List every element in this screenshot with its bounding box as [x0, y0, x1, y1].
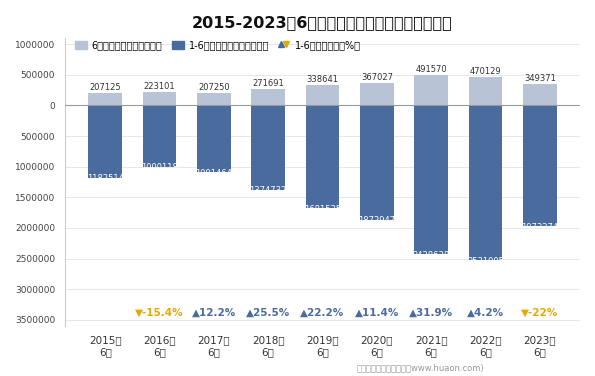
Bar [414, 106, 448, 254]
Bar [251, 106, 285, 190]
Bar [251, 89, 285, 106]
Text: ▲31.9%: ▲31.9% [409, 308, 453, 317]
Text: ▲12.2%: ▲12.2% [192, 308, 236, 317]
Bar [197, 106, 231, 172]
Text: 223101: 223101 [144, 82, 176, 91]
Bar [197, 93, 231, 106]
Text: 1182514: 1182514 [87, 174, 124, 183]
Text: 349371: 349371 [524, 74, 556, 83]
Text: ▲25.5%: ▲25.5% [246, 308, 290, 317]
Text: ▲4.2%: ▲4.2% [467, 308, 504, 317]
Text: 470129: 470129 [469, 67, 501, 76]
Bar [414, 75, 448, 106]
Text: 制图：华经产业研究院（www.huaon.com): 制图：华经产业研究院（www.huaon.com) [357, 363, 484, 372]
Bar [469, 106, 502, 261]
Bar [306, 106, 339, 208]
Bar [89, 106, 122, 178]
Bar [523, 84, 556, 106]
Text: 1000118: 1000118 [141, 163, 178, 172]
Bar [143, 106, 176, 167]
Text: 2531005: 2531005 [467, 257, 504, 266]
Bar [469, 77, 502, 106]
Text: 207125: 207125 [89, 83, 121, 92]
Text: ▼-15.4%: ▼-15.4% [135, 308, 184, 317]
Text: 2428638: 2428638 [412, 250, 450, 259]
Text: 1374732: 1374732 [249, 186, 287, 195]
Text: 338641: 338641 [306, 74, 339, 83]
Text: ▼-22%: ▼-22% [521, 308, 558, 317]
Text: 207250: 207250 [198, 83, 230, 92]
Title: 2015-2023年6月重庆西永综合保税区进出口总额: 2015-2023年6月重庆西永综合保税区进出口总额 [192, 15, 453, 30]
Text: 1681535: 1681535 [304, 205, 341, 214]
Legend: 6月进出口总额（万美元）, 1-6月进出口总额（万美元）, 1-6月同比增速（%）: 6月进出口总额（万美元）, 1-6月进出口总额（万美元）, 1-6月同比增速（%… [75, 40, 361, 50]
Bar [143, 92, 176, 106]
Bar [360, 83, 394, 106]
Text: 1872947: 1872947 [358, 217, 395, 226]
Text: 1973274: 1973274 [521, 223, 558, 232]
Bar [306, 85, 339, 106]
Bar [523, 106, 556, 226]
Text: 1091464: 1091464 [195, 168, 232, 177]
Text: ▲11.4%: ▲11.4% [355, 308, 399, 317]
Text: 491570: 491570 [415, 65, 447, 74]
Text: 271691: 271691 [252, 79, 284, 88]
Text: ▲22.2%: ▲22.2% [300, 308, 345, 317]
Bar [89, 93, 122, 106]
Text: 367027: 367027 [361, 73, 393, 82]
Bar [360, 106, 394, 220]
